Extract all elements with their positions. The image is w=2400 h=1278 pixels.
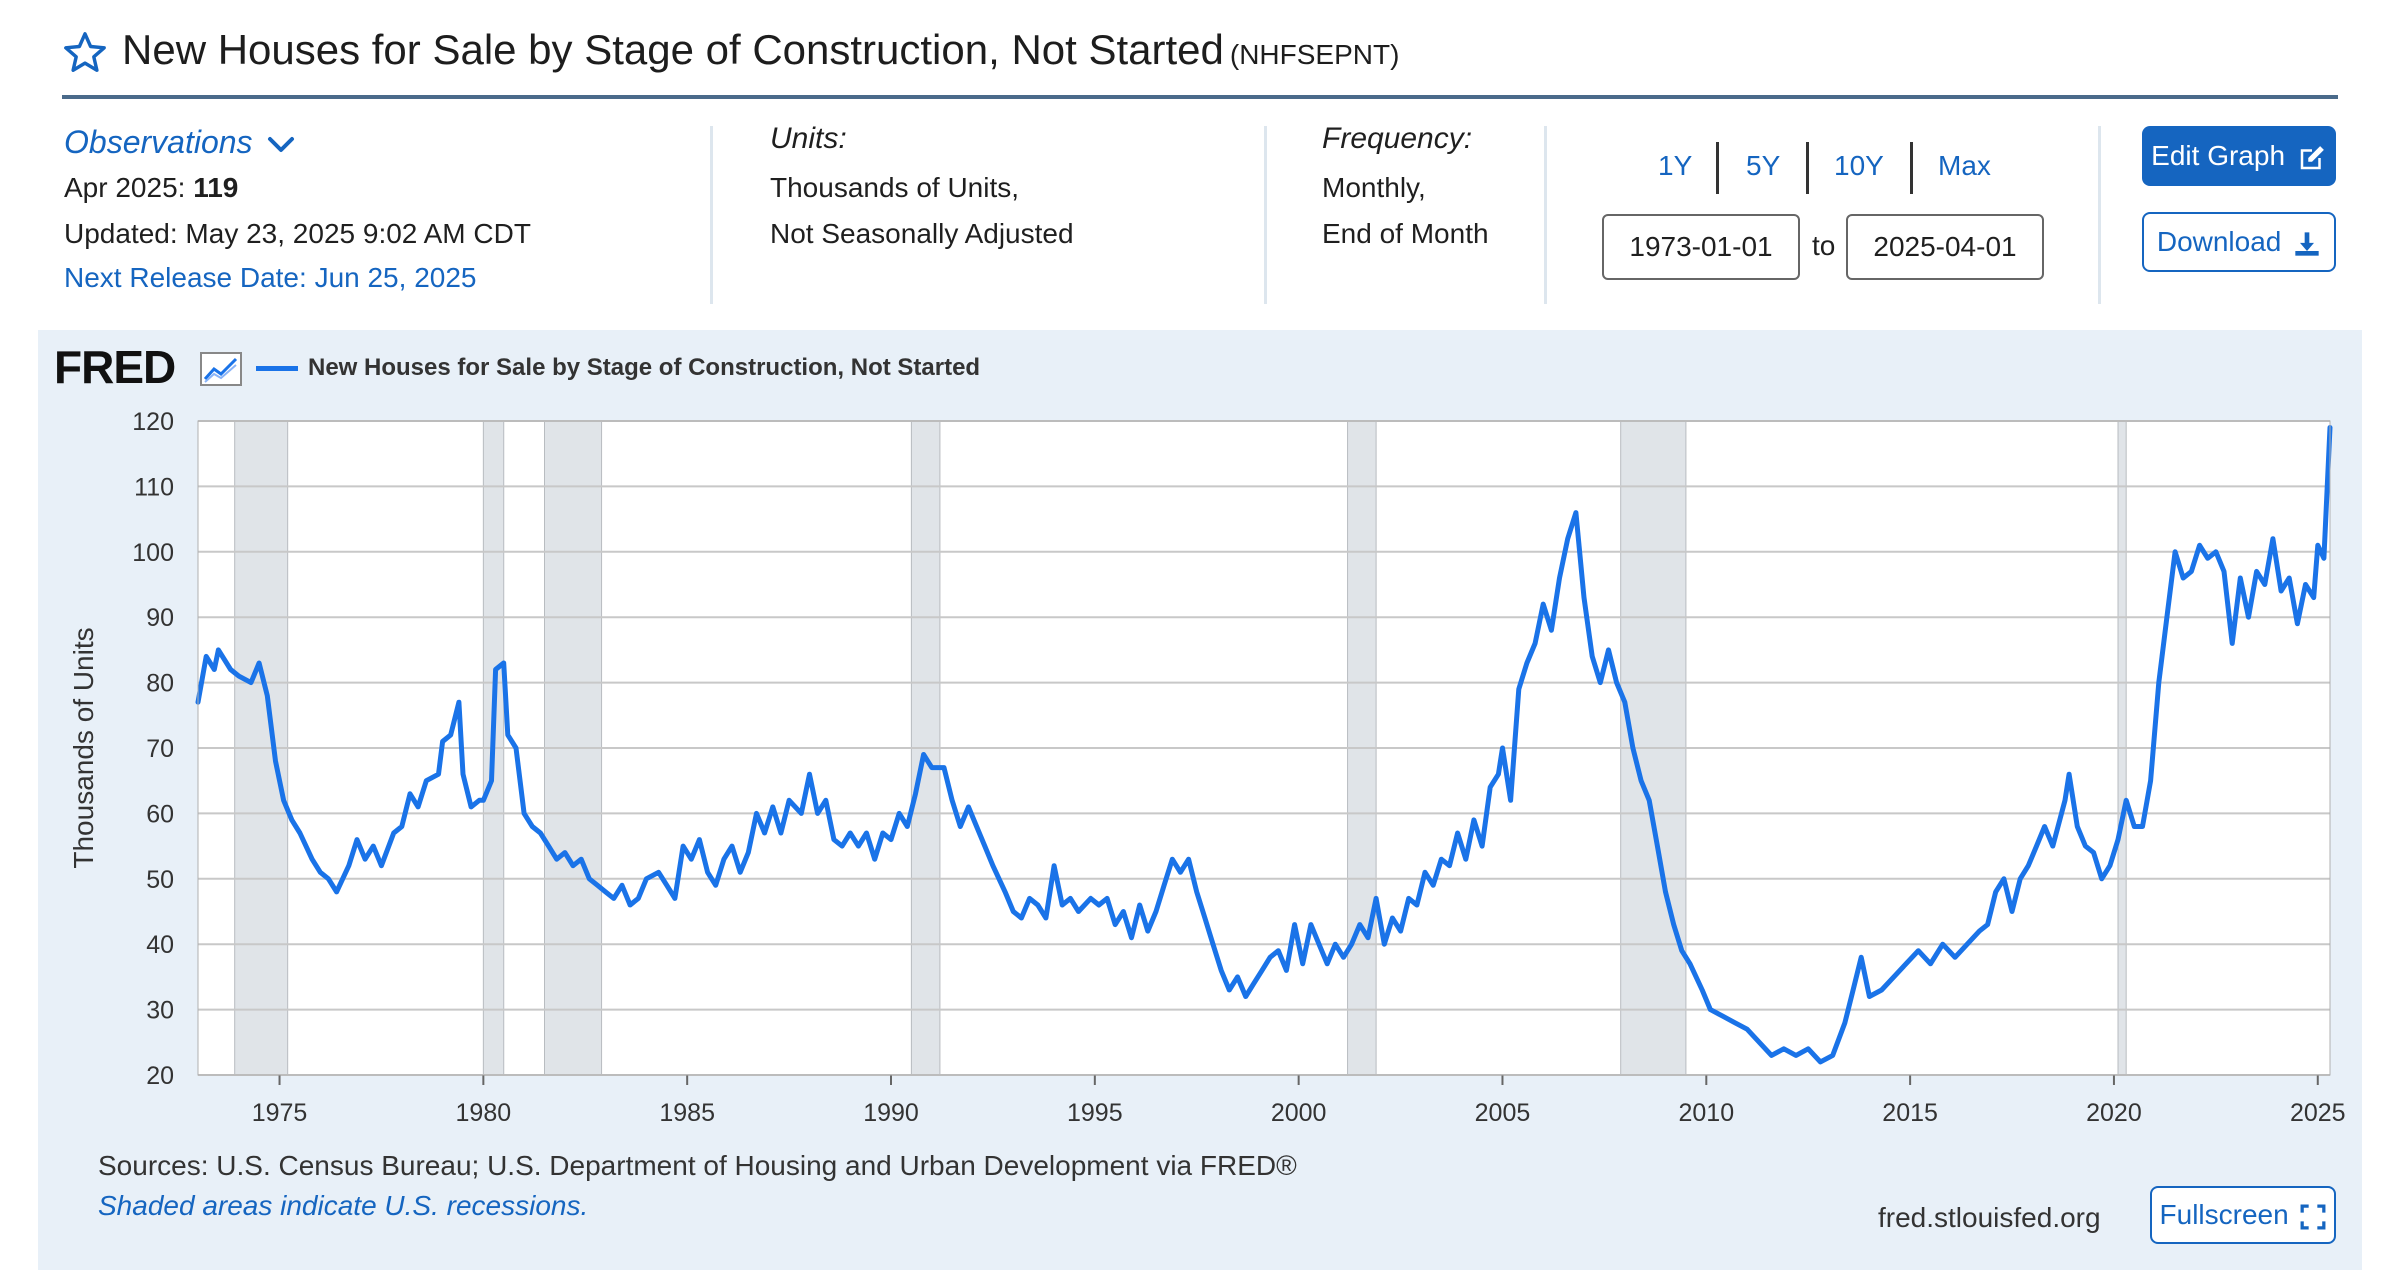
next-release-link[interactable]: Next Release Date: Jun 25, 2025: [64, 262, 477, 293]
frequency-label: Frequency:: [1322, 122, 1473, 155]
range-separator: [1716, 142, 1719, 194]
range-1y-button[interactable]: 1Y: [1658, 150, 1693, 181]
site-url: fred.stlouisfed.org: [1878, 1202, 2101, 1233]
frequency-line2: End of Month: [1322, 218, 1489, 249]
y-tick-label: 110: [134, 473, 174, 501]
page-title: New Houses for Sale by Stage of Construc…: [122, 26, 1399, 74]
observation-value: 119: [193, 172, 239, 203]
x-tick-label: 2015: [1882, 1099, 1938, 1127]
x-tick-label: 1975: [252, 1099, 308, 1127]
y-axis-label: Thousands of Units: [68, 627, 99, 868]
edit-icon: [2300, 145, 2324, 169]
end-date-input[interactable]: 2025-04-01: [1846, 214, 2044, 280]
fullscreen-label: Fullscreen: [2159, 1199, 2289, 1230]
recession-note: Shaded areas indicate U.S. recessions.: [98, 1190, 589, 1221]
legend-swatch: [256, 366, 298, 371]
y-tick-label: 80: [146, 670, 174, 698]
y-tick-label: 60: [146, 800, 174, 828]
fullscreen-button[interactable]: Fullscreen: [2150, 1186, 2336, 1244]
legend-label: New Houses for Sale by Stage of Construc…: [308, 354, 981, 381]
edit-graph-label: Edit Graph: [2151, 140, 2286, 171]
range-10y-button[interactable]: 10Y: [1834, 150, 1884, 181]
units-line2: Not Seasonally Adjusted: [770, 218, 1074, 249]
chart-icon: [200, 352, 242, 386]
favorite-star-icon[interactable]: [62, 30, 108, 76]
range-separator: [1806, 142, 1809, 194]
x-tick-label: 2000: [1271, 1099, 1327, 1127]
x-tick-label: 2010: [1678, 1099, 1734, 1127]
fred-logo: FRED: [54, 341, 176, 393]
download-button[interactable]: Download: [2142, 212, 2336, 272]
series-line: [195, 425, 2333, 1065]
x-tick-label: 1990: [863, 1099, 919, 1127]
chevron-down-icon: [268, 136, 295, 152]
frequency-line1: Monthly,: [1322, 172, 1426, 203]
series-title: New Houses for Sale by Stage of Construc…: [122, 26, 1224, 73]
divider: [1544, 126, 1547, 304]
y-tick-label: 120: [132, 408, 174, 436]
title-divider: [62, 95, 2338, 99]
y-tick-label: 100: [132, 539, 174, 567]
range-to-label: to: [1812, 230, 1836, 261]
range-max-button[interactable]: Max: [1938, 150, 1991, 181]
observations-label: Observations: [64, 124, 253, 160]
range-5y-button[interactable]: 5Y: [1746, 150, 1781, 181]
divider: [1264, 126, 1267, 304]
units-line1: Thousands of Units,: [770, 172, 1020, 203]
x-tick-label: 1985: [659, 1099, 715, 1127]
y-tick-label: 20: [146, 1062, 174, 1090]
x-tick-label: 2005: [1475, 1099, 1531, 1127]
observations-dropdown[interactable]: Observations: [64, 124, 295, 161]
sources-text: Sources: U.S. Census Bureau; U.S. Depart…: [98, 1150, 1297, 1181]
download-label: Download: [2156, 226, 2282, 257]
fullscreen-icon: [2301, 1204, 2326, 1230]
divider: [710, 126, 713, 304]
y-tick-label: 50: [146, 866, 174, 894]
y-tick-label: 70: [146, 735, 174, 763]
range-separator: [1910, 142, 1913, 194]
edit-graph-button[interactable]: Edit Graph: [2142, 126, 2336, 186]
observation-date: Apr 2025:: [64, 172, 186, 203]
latest-observation: Apr 2025: 119: [64, 172, 238, 204]
start-date-input[interactable]: 1973-01-01: [1602, 214, 1800, 280]
plot-border: [197, 420, 2331, 1076]
y-tick-label: 30: [146, 997, 174, 1025]
updated-text: Updated: May 23, 2025 9:02 AM CDT: [64, 218, 531, 249]
y-tick-label: 40: [146, 931, 174, 959]
divider: [2098, 126, 2101, 304]
download-icon: [2295, 231, 2319, 256]
series-id: (NHFSEPNT): [1229, 39, 1400, 70]
x-tick-label: 1995: [1067, 1099, 1123, 1127]
y-tick-label: 90: [146, 604, 174, 632]
units-label: Units:: [770, 122, 847, 155]
x-tick-label: 2025: [2290, 1099, 2346, 1127]
x-tick-label: 2020: [2086, 1099, 2142, 1127]
x-tick-label: 1980: [456, 1099, 512, 1127]
